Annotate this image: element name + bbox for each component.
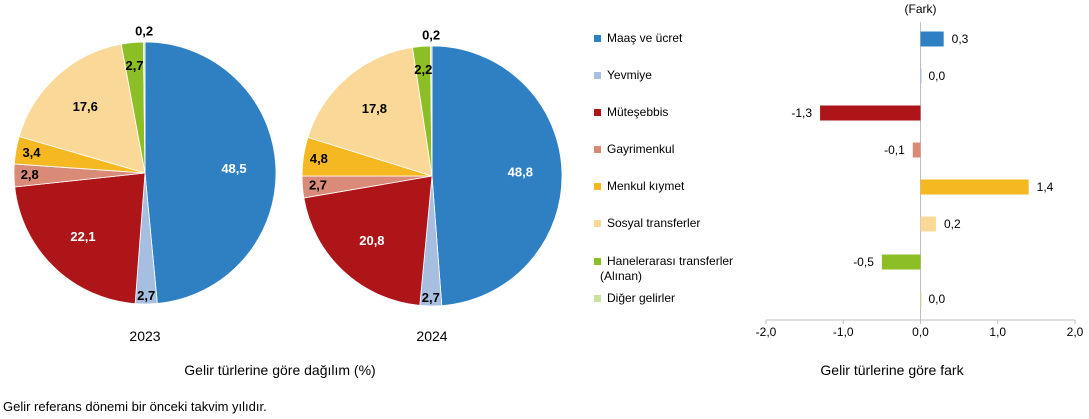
legend-swatch [594,109,601,116]
bar-data-label: 1,4 [1037,180,1054,194]
footnote: Gelir referans dönemi bir önceki takvim … [3,399,267,414]
pie-data-label: 0,2 [135,24,153,39]
bar [920,291,922,307]
pie-data-label: 2,7 [126,58,144,73]
pie-year-label: 2023 [129,328,160,344]
pie-2023: 48,5 2,7 22,1 2,8 3,4 17,6 2,7 0,2 2023 [13,24,277,344]
pie-data-label: 48,5 [221,161,246,176]
x-tick-label: 1,0 [989,325,1006,339]
pie-slice [144,41,277,304]
bar-data-label: 0,2 [944,217,961,231]
pie-data-label: 2,7 [422,290,440,305]
pie-data-label: 22,1 [70,229,95,244]
pie-section-label: Gelir türlerine göre dağılım (%) [184,362,375,378]
legend-label: Menkul kıymet [607,179,685,193]
bar [920,31,944,47]
pie-data-label: 17,8 [362,101,387,116]
bar [820,105,921,121]
legend-label: Gayrimenkul [607,142,674,156]
pie-data-label: 2,7 [137,288,155,303]
legend-label: Maaş ve ücret [607,31,683,45]
bar-data-label: 0,3 [952,32,969,46]
legend-label: Yevmiye [607,68,652,82]
bar-data-label: 0,0 [929,292,946,306]
legend-item: Gayrimenkul [594,142,674,156]
pie-slice [18,43,146,174]
pie-2024: 48,8 2,7 20,8 2,7 4,8 17,8 2,2 0,2 2024 [301,28,563,344]
pie-slice [303,175,433,306]
pie-year-label: 2024 [416,328,447,344]
legend-swatch [594,72,601,79]
legend-item: Hanelerarası transferler(Alınan) [594,254,733,283]
pie-data-label: 3,4 [22,145,41,160]
bar [881,254,921,270]
pie-slice [142,41,146,174]
legend-swatch [594,146,601,153]
x-tick-label: -1,0 [833,325,854,339]
bar-data-label: -1,3 [791,106,812,120]
bar-x-label: Gelir türlerine göre fark [820,362,964,378]
bar [920,179,1029,195]
bar [920,216,936,232]
bar-data-label: 0,0 [929,69,946,83]
pie-data-label: 0,2 [422,28,440,43]
bar-data-label: -0,1 [884,143,905,157]
legend-item: Sosyal transferler [594,216,700,230]
bar-unit-label: (Fark) [905,2,937,16]
x-tick-label: 0,0 [912,325,929,339]
legend-item: Müteşebbis [594,105,668,119]
legend: Maaş ve ücret Yevmiye Müteşebbis Gayrimenku… [594,31,733,305]
legend-label: Sosyal transferler [607,216,700,230]
pie-data-label: 2,7 [309,178,327,193]
legend-item: Maaş ve ücret [594,31,683,45]
pie-slice [14,172,146,305]
pie-slice [431,45,563,307]
x-tick-label: 2,0 [1067,325,1084,339]
pie-data-label: 2,8 [21,167,39,182]
legend-label-continued: (Alınan) [600,269,642,283]
x-tick-label: -2,0 [756,325,777,339]
pie-slice [429,45,433,177]
legend-item: Yevmiye [594,68,652,82]
pie-slice [307,47,433,177]
legend-swatch [594,183,601,190]
bar-chart: (Fark) -2,0 -1,0 0,0 1,0 2,0 Gelir türlerine g… [756,2,1084,378]
legend-label: Hanelerarası transferler [607,254,733,268]
legend-swatch [594,295,601,302]
bar [912,142,921,158]
pie-data-label: 17,6 [73,99,98,114]
legend-label: Diğer gelirler [607,291,675,305]
legend-label: Müteşebbis [607,105,668,119]
bar-data-label: -0,5 [853,255,874,269]
bar [920,68,922,84]
legend-item: Menkul kıymet [594,179,685,193]
pie-data-label: 4,8 [310,151,328,166]
legend-swatch [594,258,601,265]
pie-charts: 48,5 2,7 22,1 2,8 3,4 17,6 2,7 0,2 2023 48,8 2,7 20… [13,24,563,344]
legend-item: Diğer gelirler [594,291,675,305]
legend-swatch [594,35,601,42]
legend-swatch [594,220,601,227]
pie-data-label: 2,2 [414,62,432,77]
pie-data-label: 20,8 [359,233,384,248]
pie-data-label: 48,8 [508,165,533,180]
